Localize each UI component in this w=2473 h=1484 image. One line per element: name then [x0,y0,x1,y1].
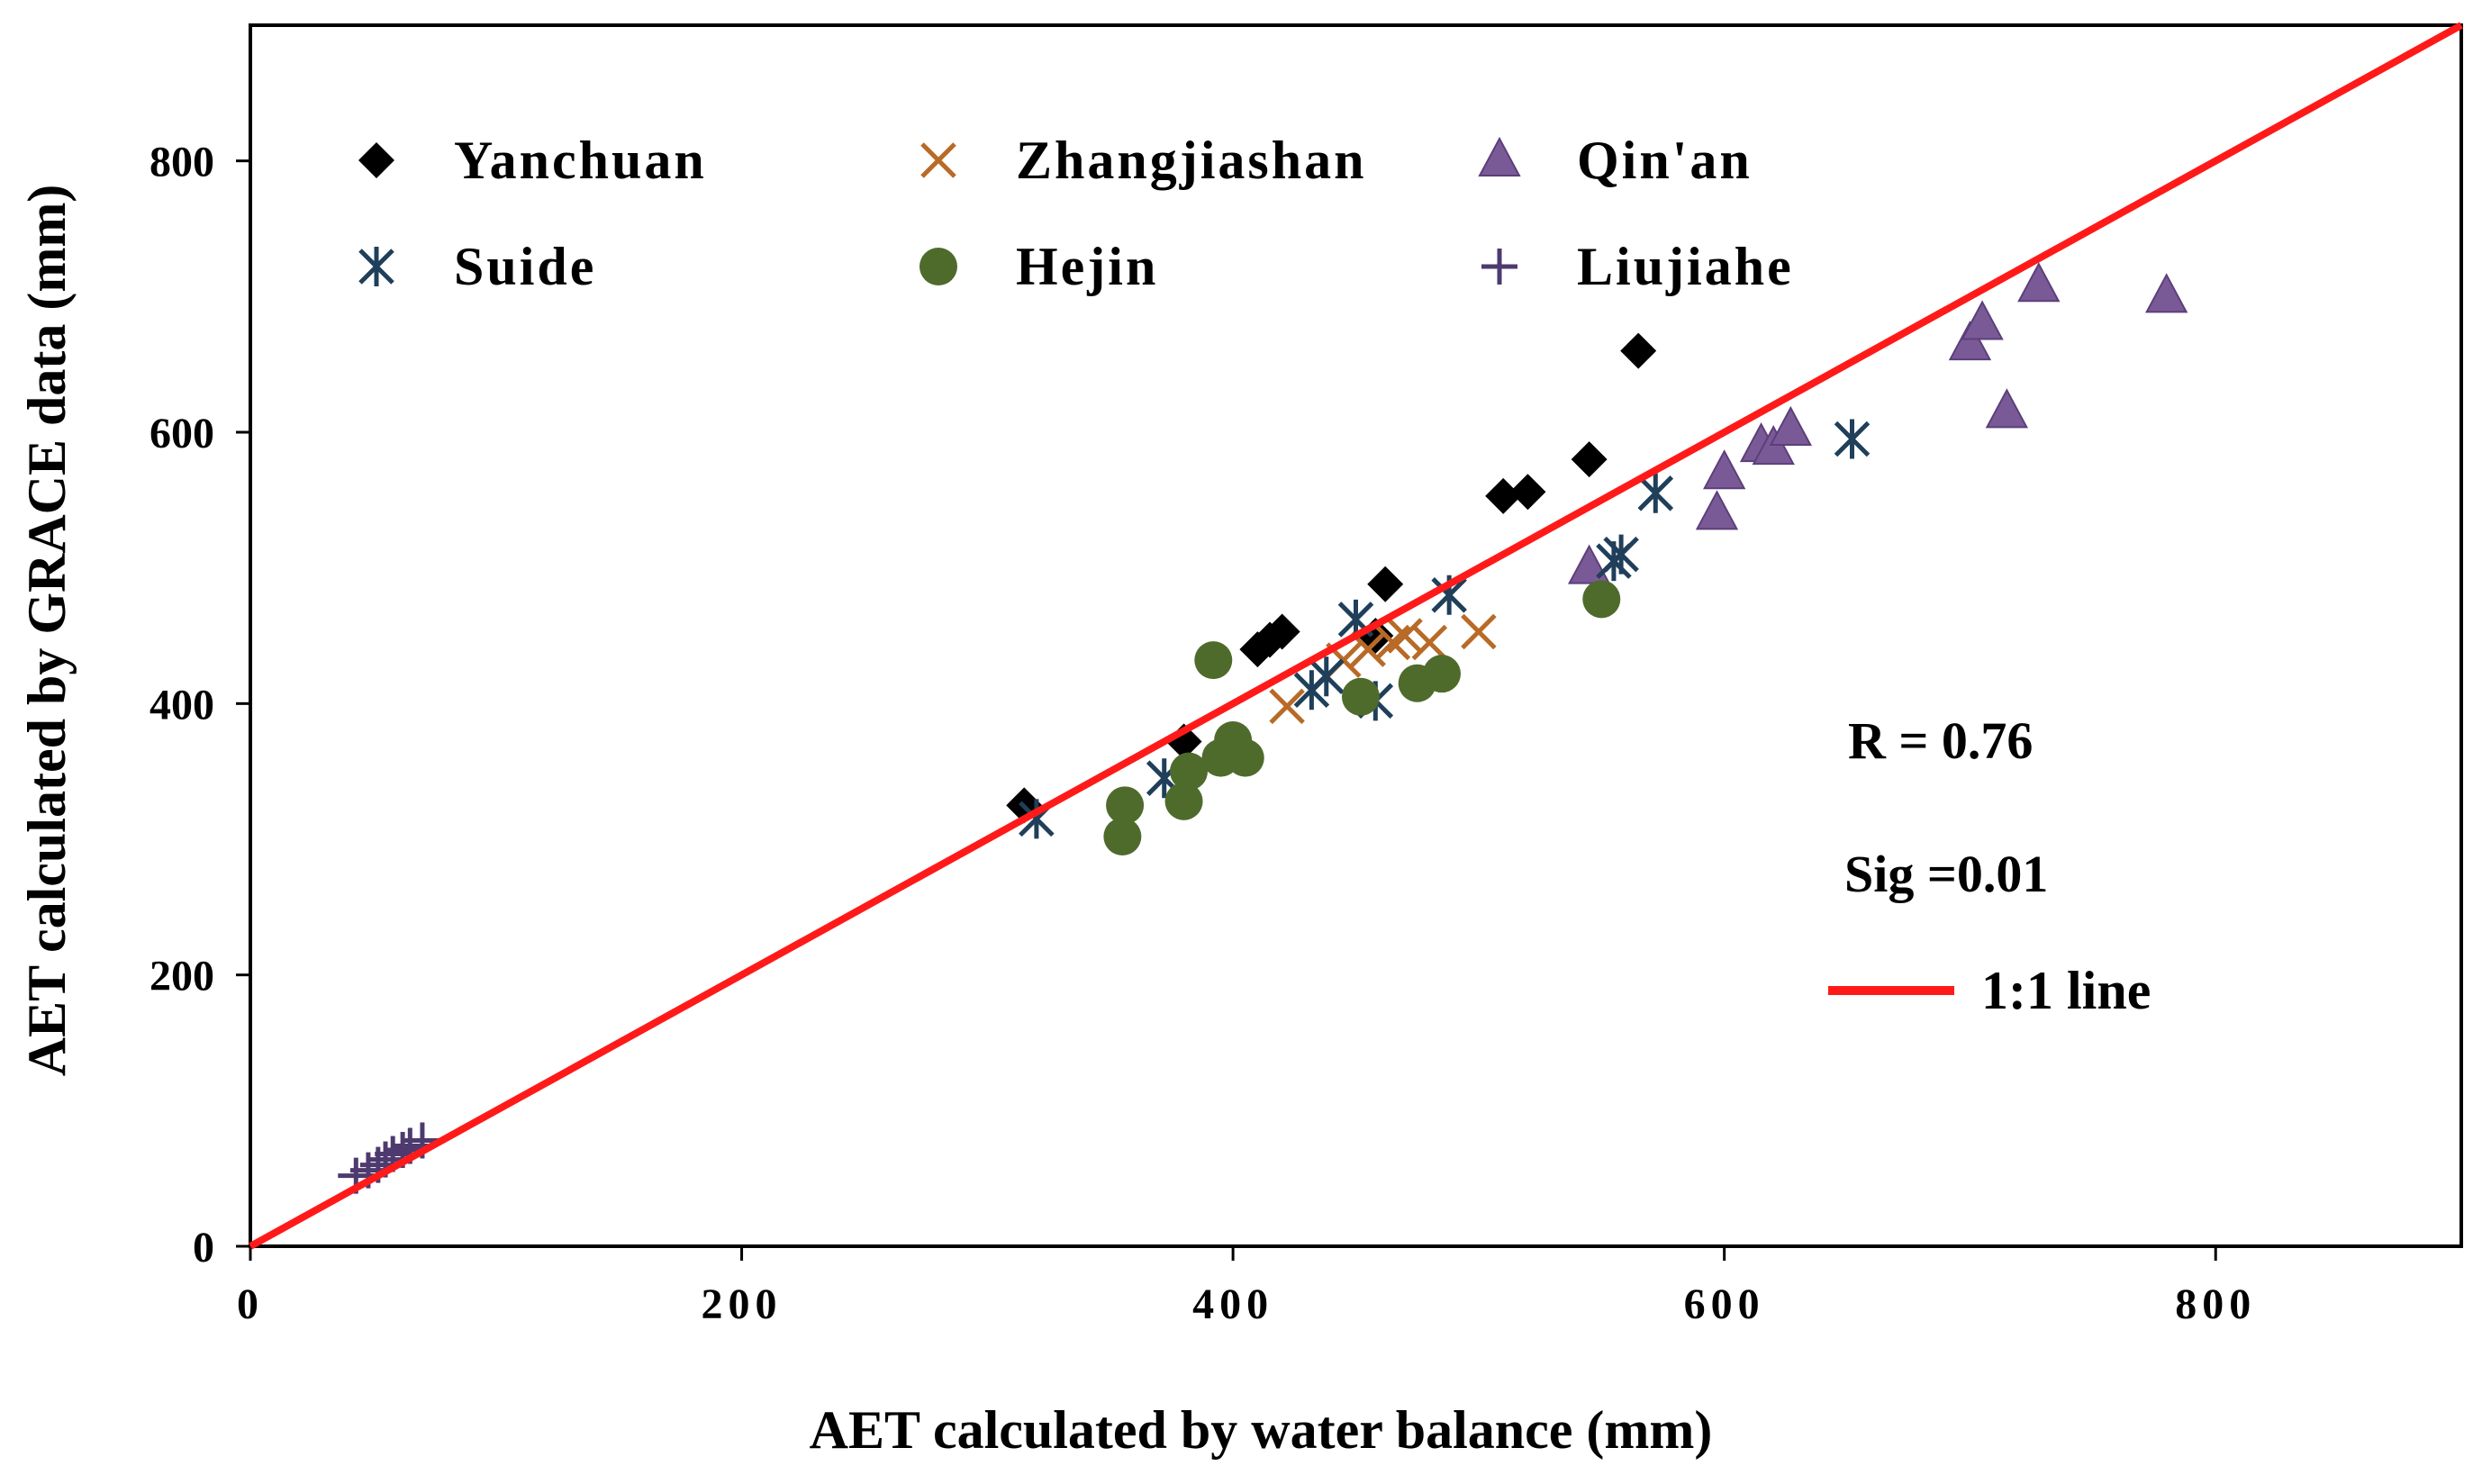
hejin-point [1106,786,1145,825]
x-tick-label: 0 [237,1280,264,1328]
hejin-point [1422,655,1461,693]
legend-label-liujiahe: Liujiahe [1577,237,1794,296]
qin-an-point [1769,405,1812,446]
legend-marker-liujiahe [1481,249,1517,285]
reference-line-legend-label: 1:1 line [1981,961,2151,1020]
r-value-label: R = 0.76 [1848,711,2033,770]
y-tick-label: 400 [149,681,214,728]
y-tick-label: 0 [193,1224,214,1271]
one-to-one-line [249,22,2463,1250]
significance-label: Sig =0.01 [1844,845,2048,903]
hejin-point [1170,752,1209,791]
x-tick-label: 200 [702,1280,783,1328]
legend-marker-zhangjiashan [920,142,956,178]
qin-an-point [1961,300,2004,340]
legend-label-suide: Suide [454,237,596,296]
hejin-point [1341,677,1380,716]
qin-an-point [2144,273,2188,313]
qin-an-point [2017,262,2061,303]
yanchuan-point [1264,613,1300,650]
hejin-point [1194,641,1233,680]
legend-label-qin-an: Qin'an [1577,131,1753,190]
hejin-point [1103,817,1142,855]
yanchuan-point [1620,332,1657,369]
legend-marker-suide [358,247,394,286]
suide-point [1308,656,1345,697]
hejin-point [1582,580,1621,619]
suide-point [1603,534,1639,575]
y-tick-label: 800 [149,139,214,186]
yanchuan-point [1509,474,1546,511]
legend: Yanchuan Zhangjiashan Qin'an Suide Hejin Liuj… [358,131,1794,296]
qin-an-point [1702,449,1746,490]
qin-an-point [1948,320,1992,361]
hejin-point [1164,782,1203,820]
legend-marker-hejin [919,248,957,285]
x-tick-label: 400 [1192,1280,1273,1328]
yanchuan-point [1485,477,1522,514]
hejin-point [1226,738,1264,777]
qin-an-point [1985,388,2029,429]
y-tick-label: 200 [149,953,214,1000]
legend-label-hejin: Hejin [1016,237,1158,296]
zhangjiashan-point [1461,613,1497,650]
x-tick-label: 800 [2175,1280,2256,1328]
zhangjiashan-point [1269,688,1305,725]
legend-marker-qin-an [1478,136,1521,176]
y-axis-title: AET calculated by GRACE data (mm) [17,185,77,1077]
yanchuan-point [1571,441,1608,478]
qin-an-point [1695,490,1739,530]
yanchuan-point [1367,566,1404,602]
x-axis-title: AET calculated by water balance (mm) [810,1400,1713,1460]
legend-marker-yanchuan [358,142,394,178]
suide-point [1834,419,1871,459]
legend-label-zhangjiashan: Zhangjiashan [1016,131,1367,190]
plot-frame [249,23,2463,1248]
chart-marks: 0 200 400 600 800 0 200 400 600 800 [149,22,2463,1328]
y-tick-label: 600 [149,410,214,457]
zhangjiashan-point [1387,618,1423,654]
legend-label-yanchuan: Yanchuan [454,131,707,190]
x-tick-label: 600 [1684,1280,1765,1328]
suide-point [1637,473,1674,513]
zhangjiashan-point [1411,624,1448,661]
